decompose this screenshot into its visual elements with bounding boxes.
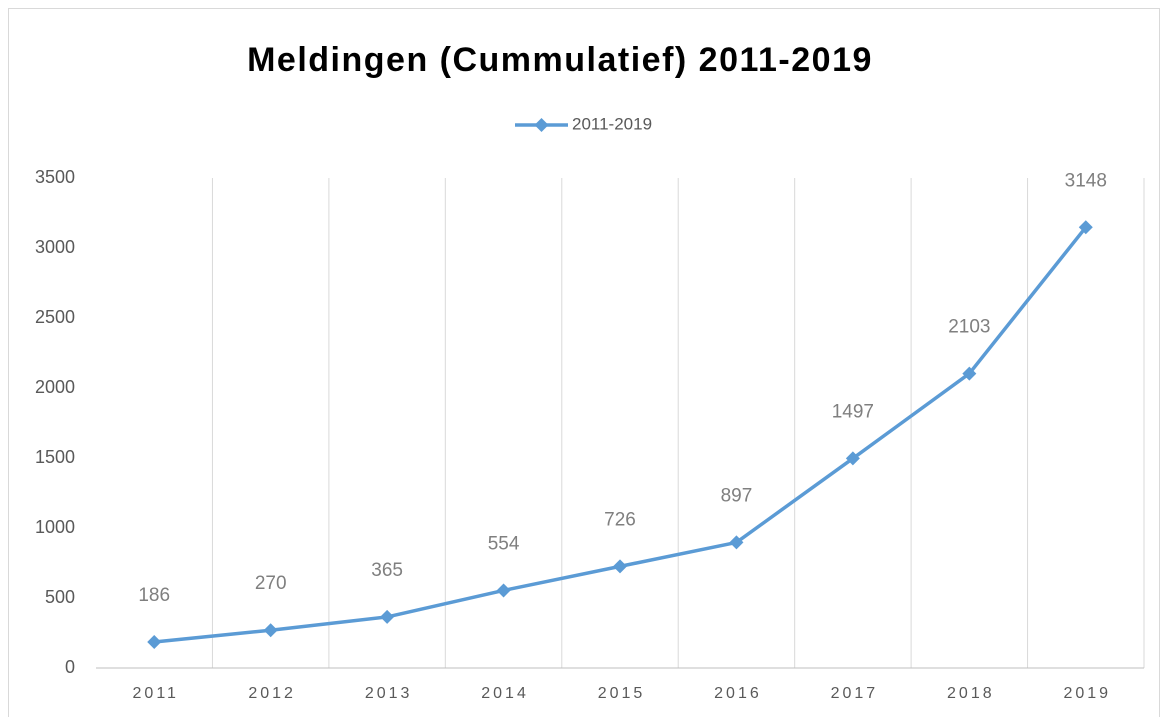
x-tick-label: 2013 <box>365 685 413 702</box>
data-label: 2103 <box>948 317 990 338</box>
y-tick-label: 2500 <box>35 307 75 327</box>
x-tick-label: 2017 <box>831 685 879 702</box>
data-label: 186 <box>138 585 170 606</box>
y-tick-label: 3000 <box>35 237 75 257</box>
y-tick-label: 3500 <box>35 167 75 187</box>
data-label: 897 <box>721 485 753 506</box>
x-tick-label: 2018 <box>947 685 995 702</box>
chart-border <box>8 8 1160 717</box>
marker <box>729 535 744 550</box>
y-tick-label: 0 <box>65 657 75 677</box>
chart-title: Meldingen (Cummulatief) 2011-2019 <box>247 41 873 79</box>
marker <box>147 634 162 649</box>
data-label: 726 <box>604 509 636 530</box>
marker <box>613 559 627 574</box>
y-tick-label: 500 <box>45 587 75 607</box>
data-label: 1497 <box>832 401 874 422</box>
x-tick-label: 2019 <box>1063 685 1111 702</box>
y-tick-label: 1500 <box>35 447 75 467</box>
x-tick-label: 2011 <box>133 685 179 702</box>
y-tick-label: 1000 <box>35 517 75 537</box>
marker <box>496 583 511 598</box>
x-tick-label: 2014 <box>481 685 529 702</box>
x-tick-label: 2016 <box>714 685 762 702</box>
data-label: 365 <box>371 560 403 581</box>
data-label: 3148 <box>1065 170 1107 191</box>
marker <box>962 366 977 381</box>
x-tick-label: 2012 <box>248 685 296 702</box>
marker <box>1078 220 1093 235</box>
legend-marker <box>534 118 549 132</box>
marker <box>845 451 860 466</box>
data-label: 554 <box>488 533 520 554</box>
marker <box>263 623 278 638</box>
data-label: 270 <box>255 573 287 594</box>
legend-label: 2011-2019 <box>572 114 652 133</box>
x-tick-label: 2015 <box>598 685 646 702</box>
marker <box>380 609 395 624</box>
y-tick-label: 2000 <box>35 377 75 397</box>
